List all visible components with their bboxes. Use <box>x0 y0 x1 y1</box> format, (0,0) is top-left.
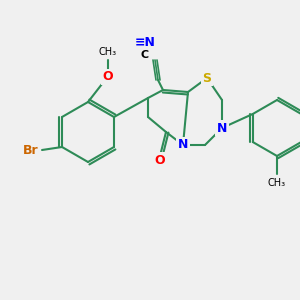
Text: O: O <box>103 70 113 83</box>
Text: N: N <box>217 122 227 134</box>
Text: S: S <box>202 71 211 85</box>
Text: CH₃: CH₃ <box>268 178 286 188</box>
Text: CH₃: CH₃ <box>99 47 117 57</box>
Text: O: O <box>155 154 165 166</box>
Text: Br: Br <box>23 143 39 157</box>
Text: N: N <box>178 139 188 152</box>
Text: C: C <box>141 50 149 60</box>
Text: ≡N: ≡N <box>135 35 155 49</box>
